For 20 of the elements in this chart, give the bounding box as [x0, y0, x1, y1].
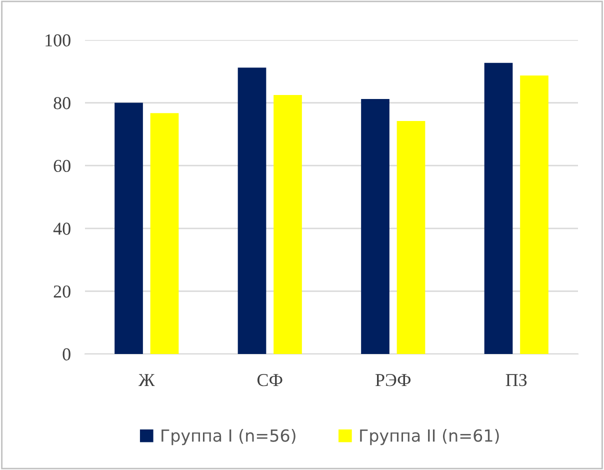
- bar: [238, 68, 266, 354]
- y-tick-label: 0: [62, 348, 70, 360]
- bar: [361, 99, 390, 354]
- bar: [484, 62, 513, 354]
- x-tick-label: СФ: [257, 374, 282, 386]
- legend-label: Группа I (n=56): [162, 428, 296, 446]
- legend-label: Группа II (n=61): [360, 428, 499, 446]
- y-tick-label: 20: [54, 285, 70, 298]
- bar: [114, 102, 143, 354]
- bar: [520, 75, 548, 354]
- x-tick-label: РЭФ: [375, 374, 411, 386]
- y-tick-label: 80: [54, 97, 70, 110]
- bar: [150, 113, 179, 354]
- bar: [274, 94, 302, 354]
- x-tick-label: ПЗ: [506, 374, 527, 386]
- y-tick-label: 40: [53, 222, 70, 235]
- x-tick-label: Ж: [138, 374, 155, 386]
- y-tick-label: 100: [46, 34, 70, 46]
- bar: [396, 121, 426, 354]
- y-tick-label: 60: [54, 160, 70, 172]
